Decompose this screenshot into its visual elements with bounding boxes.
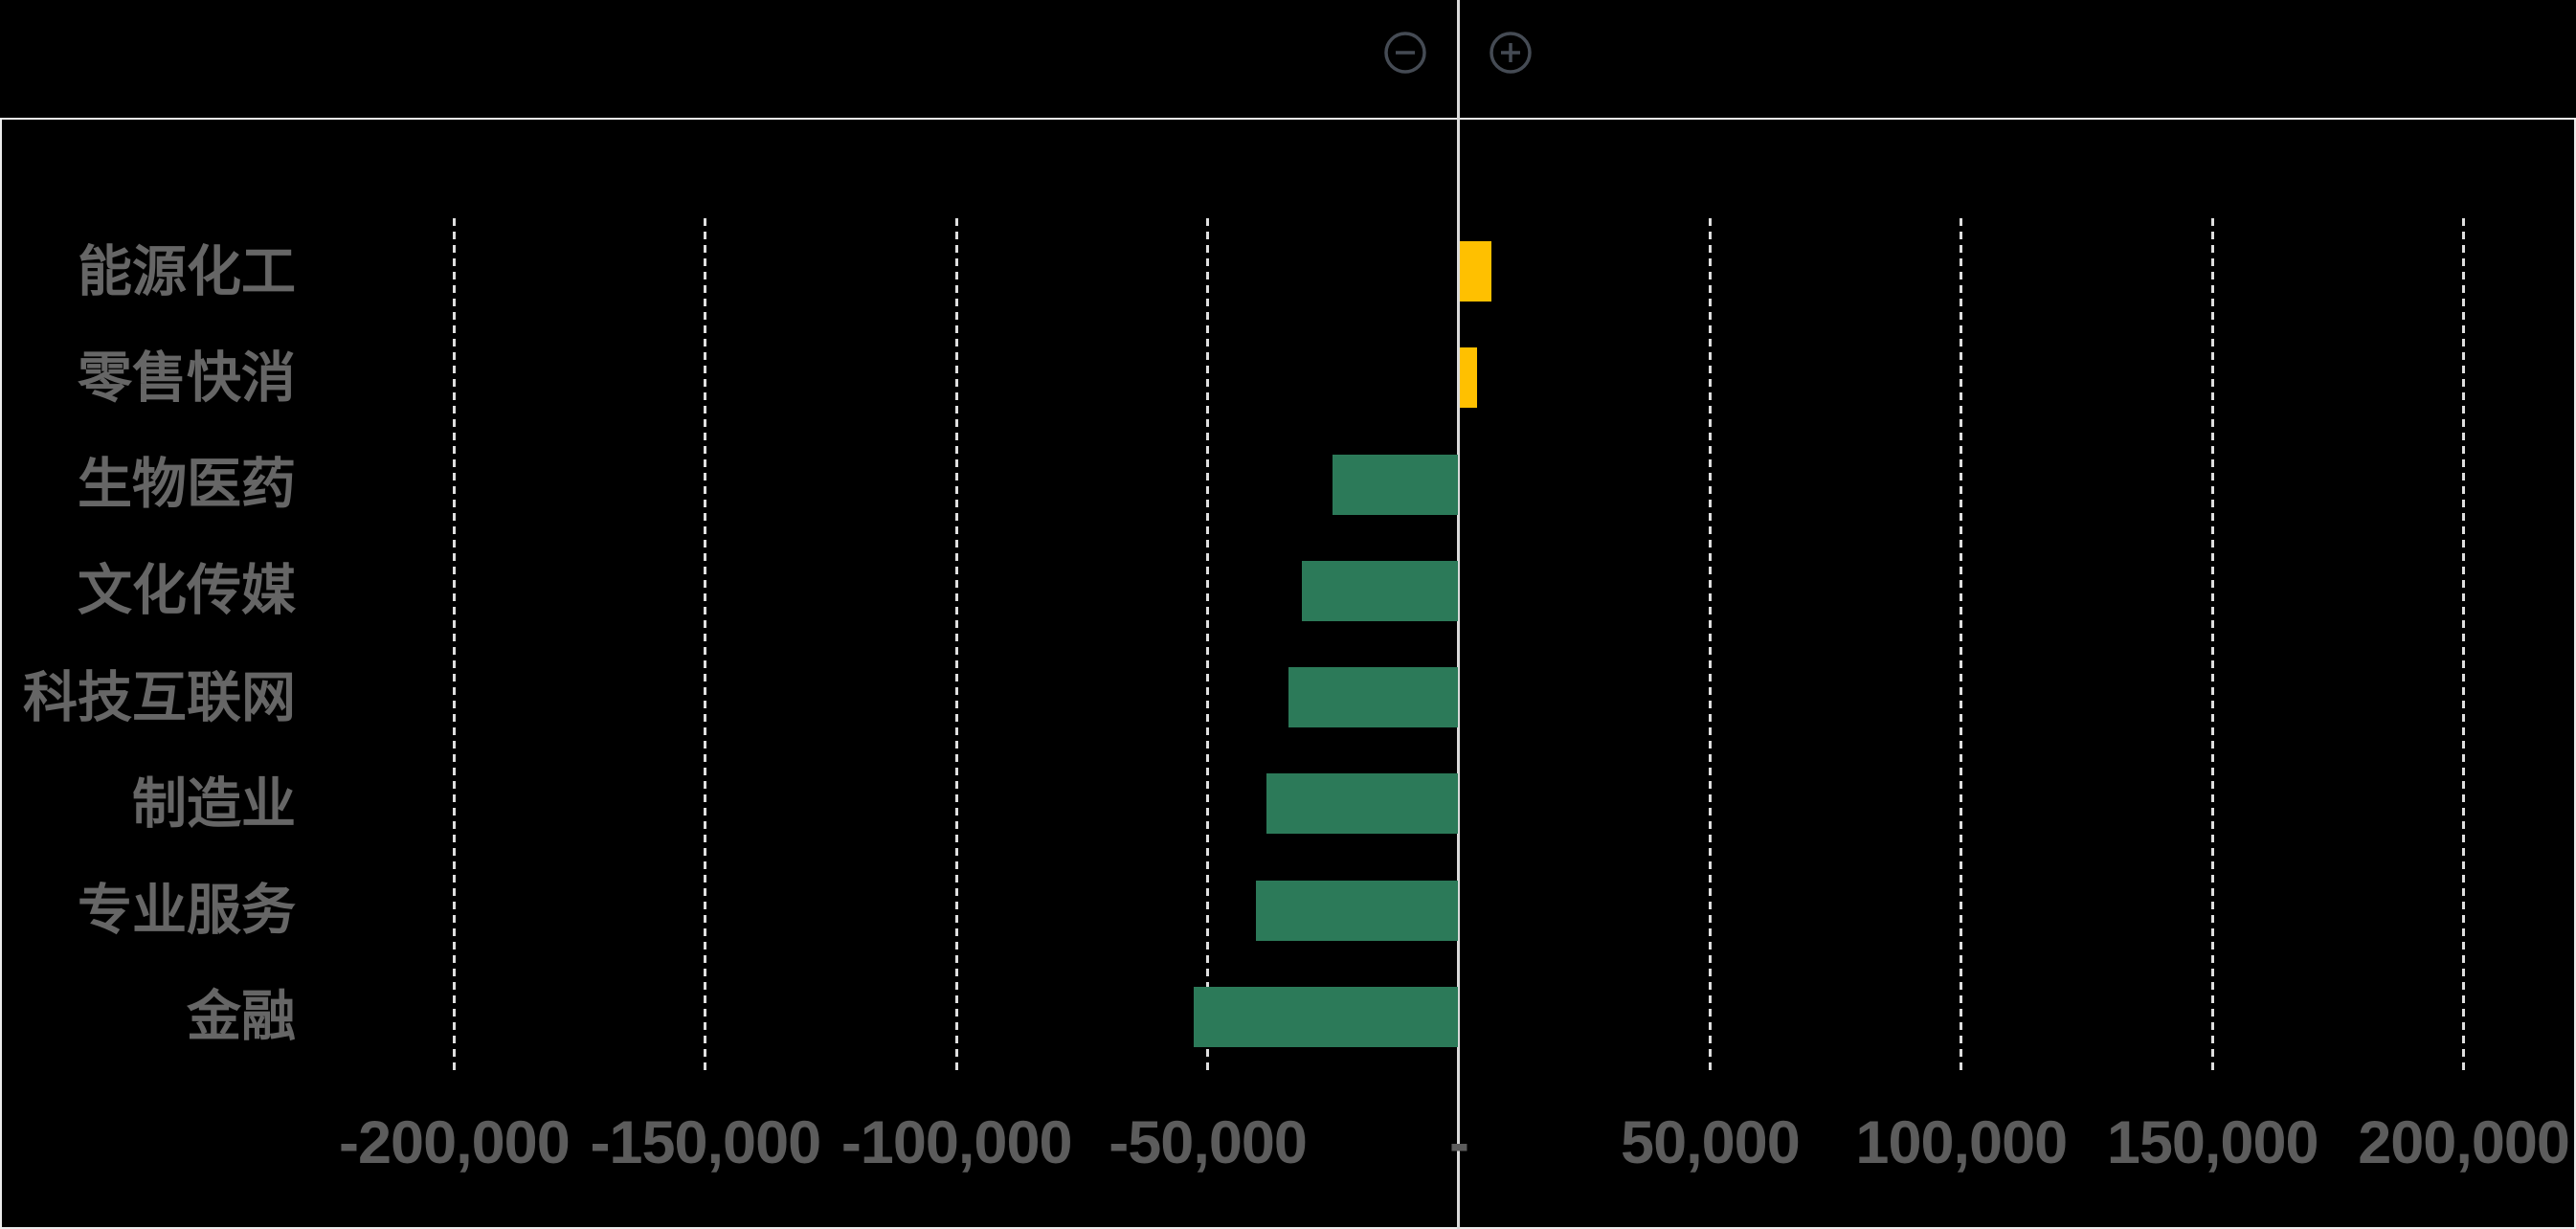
plot-area-frame [0, 118, 2576, 1229]
x-tick-label: 200,000 [2358, 1109, 2570, 1176]
gridline-150,000 [2210, 218, 2214, 1070]
gridline--100,000 [954, 218, 958, 1070]
x-tick-label: 150,000 [2106, 1109, 2319, 1176]
gridline--50,000 [1206, 218, 1210, 1070]
x-tick-label: -200,000 [339, 1109, 571, 1176]
bar-科技互联网[interactable] [1288, 667, 1458, 728]
category-label: 文化传媒 [78, 560, 296, 622]
gridline-100,000 [1960, 218, 1963, 1070]
gridline--150,000 [704, 218, 707, 1070]
x-tick-label: -50,000 [1109, 1109, 1308, 1176]
category-label: 科技互联网 [23, 666, 296, 728]
gridline-50,000 [1708, 218, 1712, 1070]
zoom-in-button[interactable] [1488, 30, 1534, 76]
category-label: 零售快消 [78, 346, 296, 409]
x-tick-label: - [1449, 1109, 1469, 1176]
zoom-out-button[interactable] [1382, 30, 1428, 76]
bar-能源化工[interactable] [1460, 241, 1492, 302]
gridline--200,000 [452, 218, 456, 1070]
category-label: 制造业 [132, 772, 296, 835]
category-label: 金融 [187, 986, 296, 1048]
bar-金融[interactable] [1193, 986, 1458, 1047]
circled-plus-icon [1488, 30, 1534, 76]
category-label: 生物医药 [78, 454, 296, 516]
category-label: 专业服务 [78, 880, 296, 942]
category-label: 能源化工 [78, 240, 296, 302]
bar-制造业[interactable] [1266, 773, 1458, 835]
bar-专业服务[interactable] [1256, 880, 1458, 941]
x-tick-label: -150,000 [590, 1109, 821, 1176]
bar-文化传媒[interactable] [1301, 560, 1458, 621]
circled-minus-icon [1382, 30, 1428, 76]
x-tick-label: -100,000 [840, 1109, 1073, 1176]
gridline-200,000 [2462, 218, 2466, 1070]
x-tick-label: 100,000 [1855, 1109, 2068, 1176]
zero-axis-line [1457, 0, 1460, 1229]
bar-生物医药[interactable] [1332, 454, 1458, 515]
bar-零售快消[interactable] [1460, 347, 1477, 409]
x-tick-label: 50,000 [1621, 1109, 1801, 1176]
